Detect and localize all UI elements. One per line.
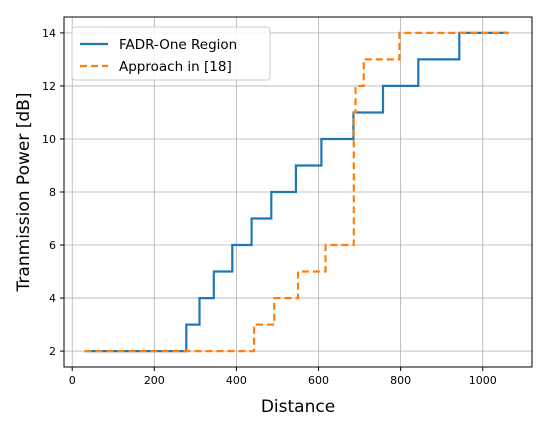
x-tick-label: 800	[390, 374, 411, 387]
y-tick-label: 10	[42, 133, 56, 146]
y-tick-label: 6	[49, 239, 56, 252]
legend: FADR-One Region Approach in [18]	[72, 27, 270, 80]
x-tick-label: 400	[226, 374, 247, 387]
x-tick-label: 600	[308, 374, 329, 387]
ticks: 0 200 400 600 800 1000 2 4 6 8 10 12 14	[42, 27, 497, 387]
y-axis-title: Tranmission Power [dB]	[14, 93, 34, 293]
y-tick-label: 2	[49, 345, 56, 358]
x-tick-label: 0	[69, 374, 76, 387]
y-tick-label: 8	[49, 186, 56, 199]
legend-label-fadr: FADR-One Region	[119, 37, 237, 53]
y-tick-label: 12	[42, 80, 56, 93]
y-tick-label: 14	[42, 27, 56, 40]
x-tick-label: 1000	[469, 374, 497, 387]
x-axis-title: Distance	[261, 397, 335, 417]
y-tick-label: 4	[49, 292, 56, 305]
legend-label-approach: Approach in [18]	[119, 59, 232, 75]
x-tick-label: 200	[144, 374, 165, 387]
